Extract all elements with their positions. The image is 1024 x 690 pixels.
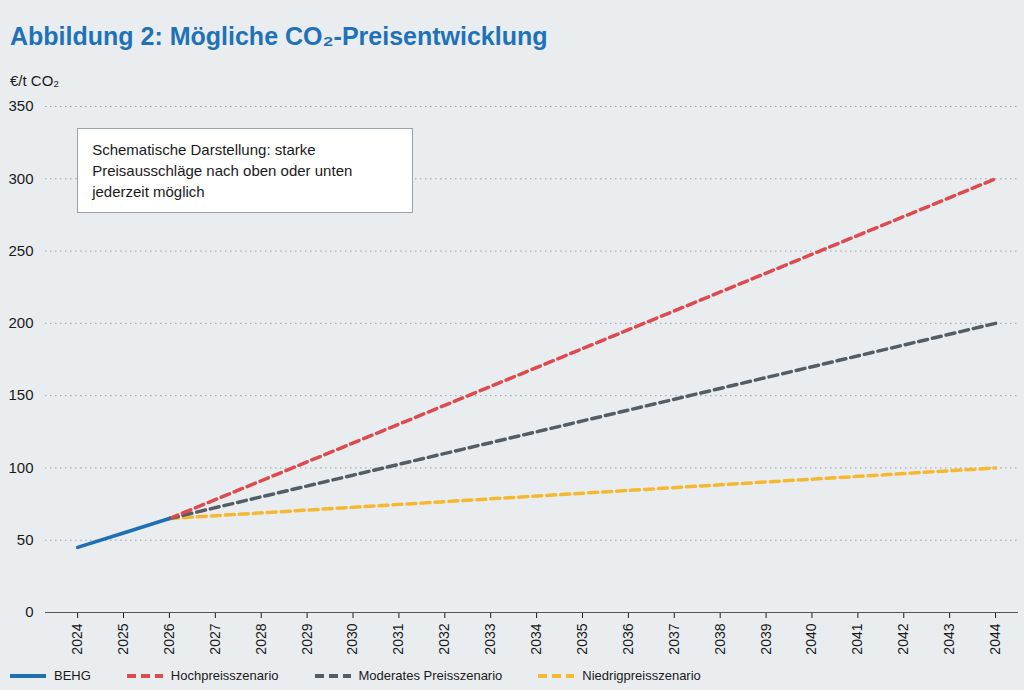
svg-text:2035: 2035	[574, 623, 590, 654]
html-text:Schematische Darstellung: star: Schematische Darstellung: starke Preisau…	[92, 141, 353, 200]
svg-text:250: 250	[8, 242, 33, 259]
svg-text:2034: 2034	[528, 623, 544, 654]
svg-text:200: 200	[8, 314, 33, 331]
svg-text:2030: 2030	[344, 623, 360, 654]
svg-text:2029: 2029	[299, 623, 315, 654]
svg-text:2036: 2036	[620, 623, 636, 654]
svg-text:150: 150	[8, 386, 33, 403]
svg-text:2041: 2041	[849, 623, 865, 654]
svg-text:2037: 2037	[666, 623, 682, 654]
svg-text:2040: 2040	[803, 623, 819, 654]
html-text:Abbildung 2: Mögliche CO₂-Prei: Abbildung 2: Mögliche CO₂-Preisentwicklu…	[10, 22, 548, 50]
svg-text:2024: 2024	[69, 623, 85, 654]
svg-text:350: 350	[8, 97, 33, 114]
svg-text:2042: 2042	[895, 623, 911, 654]
svg-text:2025: 2025	[115, 623, 131, 654]
svg-text:2028: 2028	[253, 623, 269, 654]
html-text:Hochpreisszenario: Hochpreisszenario	[170, 668, 279, 683]
svg-text:2044: 2044	[987, 623, 1003, 654]
svg-text:0: 0	[25, 603, 33, 620]
svg-text:2027: 2027	[207, 623, 223, 654]
svg-text:2043: 2043	[941, 623, 957, 654]
svg-text:2026: 2026	[161, 623, 177, 654]
svg-text:50: 50	[17, 531, 34, 548]
svg-text:2038: 2038	[712, 623, 728, 654]
svg-text:2031: 2031	[390, 623, 406, 654]
svg-text:2032: 2032	[436, 623, 452, 654]
html-text:Niedrigpreisszenario: Niedrigpreisszenario	[582, 668, 701, 683]
html-text:BEHG: BEHG	[54, 668, 91, 683]
html-text:Moderates Preisszenario: Moderates Preisszenario	[358, 668, 503, 683]
svg-text:300: 300	[8, 170, 33, 187]
svg-text:2033: 2033	[482, 623, 498, 654]
svg-text:2039: 2039	[758, 623, 774, 654]
html-text:€/t CO₂: €/t CO₂	[10, 72, 60, 89]
svg-text:100: 100	[8, 459, 33, 476]
